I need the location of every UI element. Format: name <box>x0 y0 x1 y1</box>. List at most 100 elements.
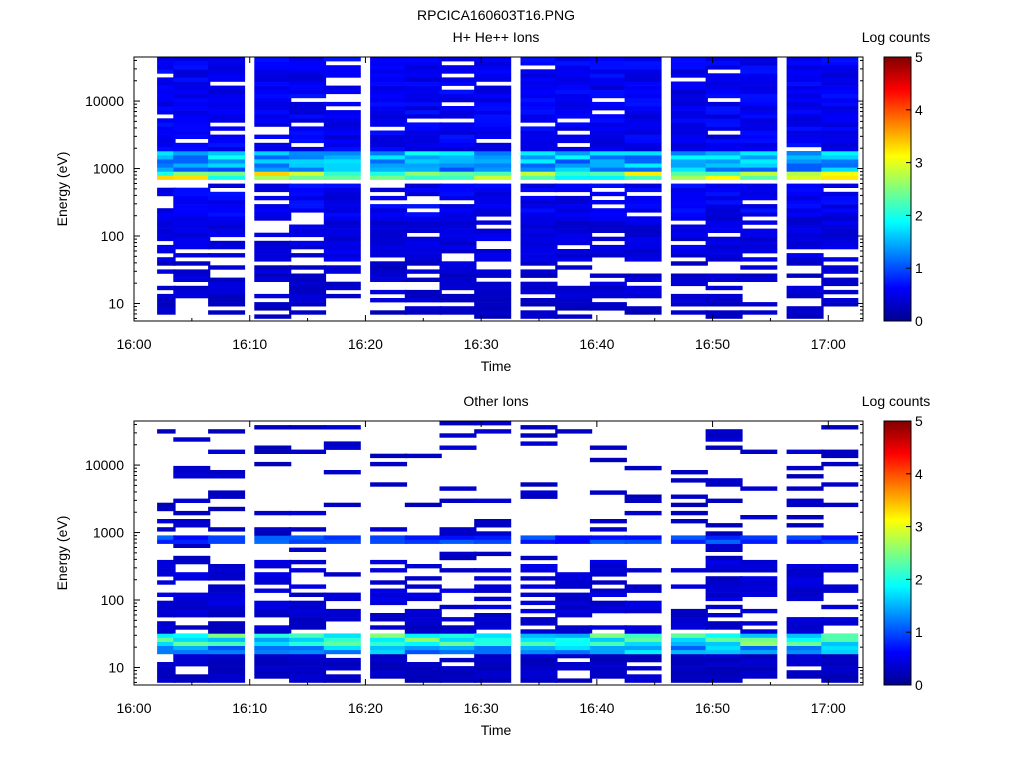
heatmap-cell <box>323 65 361 70</box>
heatmap-cell <box>670 195 708 201</box>
heatmap-cell <box>740 130 778 135</box>
heatmap-cell <box>289 645 327 651</box>
heatmap-cell <box>323 649 361 655</box>
heatmap-cell <box>439 208 477 213</box>
heatmap-cell <box>404 662 442 667</box>
heatmap-cell <box>520 228 558 233</box>
heatmap-cell <box>323 57 361 62</box>
heatmap-cell <box>289 138 327 144</box>
heatmap-cell <box>173 200 211 205</box>
heatmap-cell <box>157 604 176 610</box>
heatmap-cell <box>670 187 708 193</box>
heatmap-cell <box>624 138 662 144</box>
heatmap-cell <box>555 613 593 618</box>
x-tick-label: 16:20 <box>348 336 383 352</box>
heatmap-cell <box>370 670 408 675</box>
heatmap-cell <box>520 81 558 86</box>
heatmap-cell <box>323 613 361 618</box>
heatmap-cell <box>705 126 743 131</box>
heatmap-cell <box>439 163 477 168</box>
heatmap-cell <box>520 441 558 446</box>
heatmap-cell <box>173 224 211 229</box>
heatmap-cell <box>786 572 824 577</box>
heatmap-cell <box>740 171 778 176</box>
heatmap-cell <box>173 61 211 66</box>
heatmap-cell <box>323 155 361 160</box>
heatmap-cell <box>589 637 627 642</box>
heatmap-cell <box>439 678 477 683</box>
heatmap-cell <box>589 138 627 144</box>
heatmap-cell <box>555 146 593 152</box>
heatmap-cell <box>520 310 558 315</box>
heatmap-cell <box>520 114 558 119</box>
heatmap-cell <box>404 310 442 315</box>
heatmap-cell <box>520 208 558 213</box>
heatmap-cell <box>439 228 477 233</box>
heatmap-cell <box>208 57 246 62</box>
heatmap-cell <box>705 65 743 70</box>
heatmap-cell <box>740 236 778 242</box>
heatmap-cell <box>208 490 246 495</box>
heatmap-cell <box>520 535 558 540</box>
heatmap-cell <box>555 604 593 610</box>
heatmap-cell <box>439 625 477 630</box>
heatmap-cell <box>786 285 824 291</box>
heatmap-cell <box>821 57 859 62</box>
heatmap-cell <box>705 523 743 528</box>
heatmap-cell <box>670 519 708 524</box>
heatmap-cell <box>289 592 327 597</box>
heatmap-cell <box>786 588 824 593</box>
heatmap-cell <box>439 216 477 221</box>
heatmap-cell <box>589 600 627 606</box>
heatmap-cell <box>670 244 708 250</box>
heatmap-cell <box>555 212 593 217</box>
heatmap-cell <box>670 281 708 287</box>
heatmap-cell <box>173 236 211 242</box>
heatmap-cell <box>157 293 176 299</box>
heatmap-cell <box>786 535 824 540</box>
heatmap-cell <box>624 142 662 148</box>
heatmap-cell <box>404 204 442 209</box>
heatmap-cell <box>705 106 743 111</box>
heatmap-cell <box>173 65 211 70</box>
heatmap-cell <box>157 298 176 303</box>
heatmap-cell <box>289 625 327 630</box>
x-tick-label: 16:20 <box>348 700 383 716</box>
heatmap-cell <box>589 306 627 311</box>
heatmap-cell <box>173 293 211 299</box>
heatmap-cell <box>555 195 593 201</box>
heatmap-cell <box>624 69 662 74</box>
heatmap-cell <box>323 596 361 602</box>
heatmap-cell <box>670 298 708 303</box>
heatmap-cell <box>439 97 477 103</box>
heatmap-cell <box>439 657 477 663</box>
heatmap-cell <box>474 73 512 78</box>
heatmap-cell <box>589 85 627 90</box>
heatmap-cell <box>740 240 778 246</box>
heatmap-cell <box>439 236 477 242</box>
heatmap-cell <box>370 142 408 148</box>
heatmap-cell <box>555 678 593 683</box>
heatmap-cell <box>208 277 246 282</box>
heatmap-cell <box>439 539 477 544</box>
heatmap-cell <box>173 163 211 168</box>
heatmap-cell <box>370 273 408 278</box>
heatmap-cell <box>520 641 558 646</box>
heatmap-cell <box>173 85 211 90</box>
heatmap-cell <box>208 228 246 233</box>
heatmap-cell <box>624 629 662 634</box>
heatmap-cell <box>157 568 176 573</box>
heatmap-cell <box>173 97 211 103</box>
heatmap-cell <box>173 645 211 651</box>
x-tick-label: 16:40 <box>579 700 614 716</box>
heatmap-cell <box>589 568 627 573</box>
heatmap-cell <box>208 97 246 103</box>
heatmap-cell <box>208 604 246 610</box>
heatmap-cell <box>173 220 211 225</box>
heatmap-cell <box>289 126 327 131</box>
heatmap-cell <box>404 502 442 508</box>
colorbar-title: Log counts <box>862 29 931 45</box>
heatmap-cell <box>289 118 327 123</box>
heatmap-cell <box>404 678 442 683</box>
heatmap-cell <box>404 625 442 630</box>
